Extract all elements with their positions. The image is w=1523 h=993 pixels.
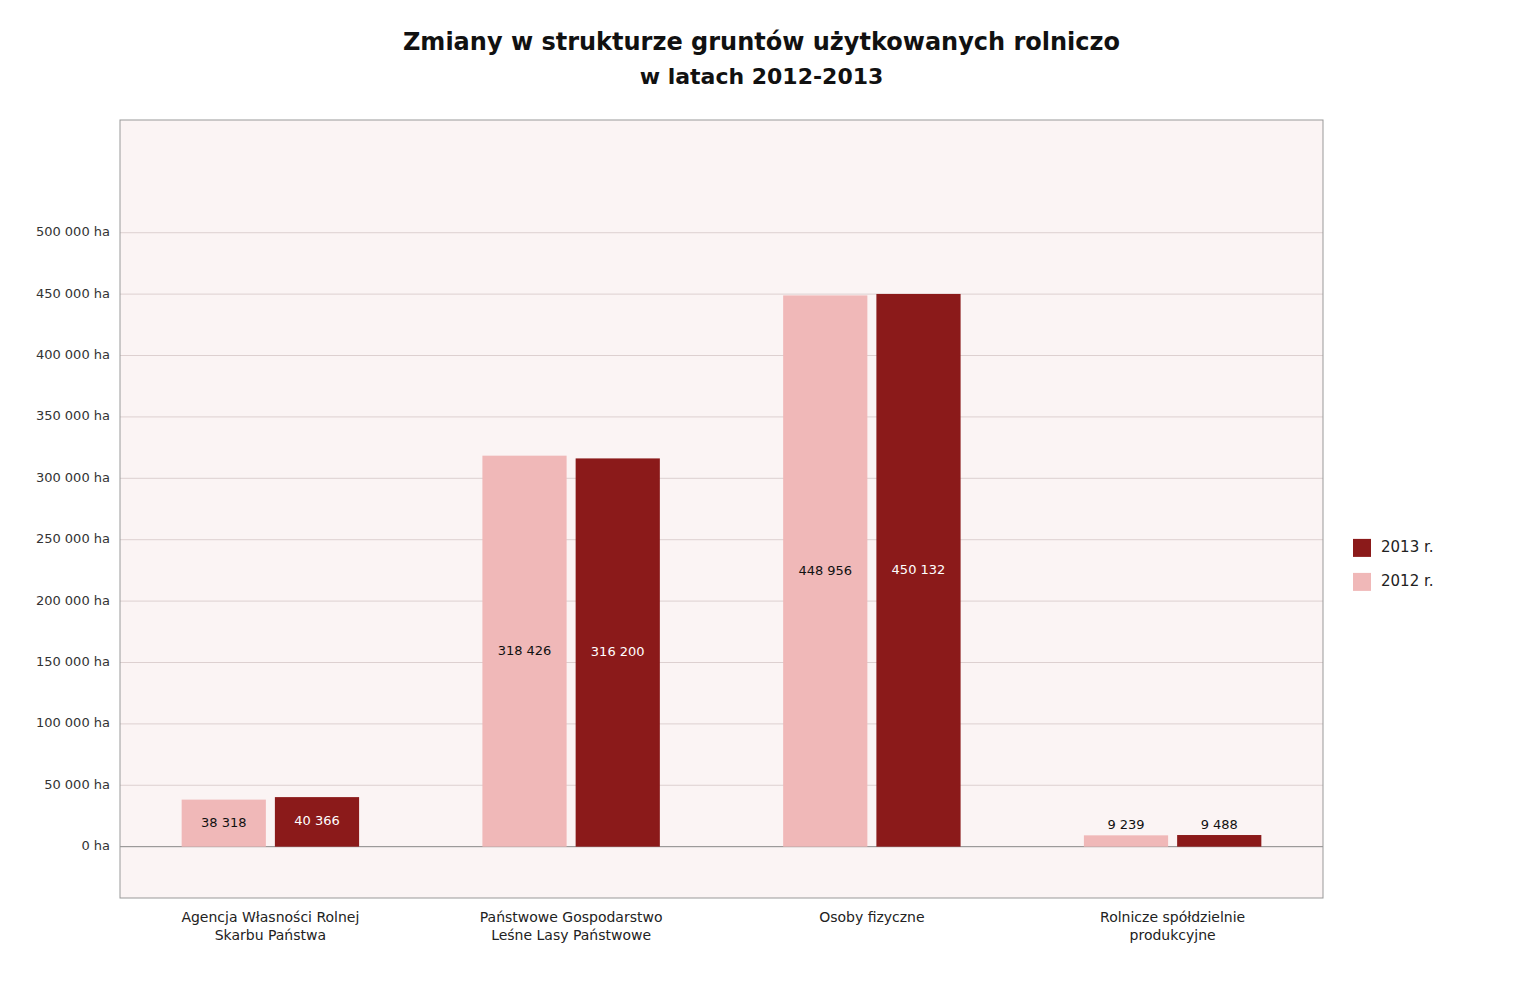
- bar: [576, 458, 660, 846]
- y-tick-label: 50 000 ha: [44, 777, 110, 792]
- y-tick-label: 200 000 ha: [36, 593, 110, 608]
- y-tick-label: 400 000 ha: [36, 347, 110, 362]
- x-tick-label: Państwowe Gospodarstwo Leśne Lasy Państwo…: [480, 909, 663, 943]
- title: Zmiany w strukturze gruntów użytkowanych…: [403, 28, 1120, 56]
- grid-line: [120, 785, 1323, 786]
- data-label: 40 366: [294, 813, 340, 828]
- y-tick-label: 0 ha: [81, 838, 110, 853]
- grid-line: [120, 355, 1323, 356]
- legend-label: 2012 r.: [1381, 572, 1434, 590]
- x-tick-label: Rolnicze spółdzielnie produkcyjne: [1100, 909, 1245, 943]
- y-tick-label: 250 000 ha: [36, 531, 110, 546]
- subtitle: w latach 2012-2013: [640, 64, 884, 89]
- data-label: 9 488: [1201, 817, 1238, 832]
- x-tick-label-line: Rolnicze spółdzielnie: [1100, 909, 1245, 925]
- data-labels: 38 318 40 366 318 426 316 200 448 956 450 132…: [201, 562, 1238, 832]
- x-tick-label-line: produkcyjne: [1130, 927, 1216, 943]
- y-tick-label: 450 000 ha: [36, 286, 110, 301]
- x-tick-label-line: Agencja Własności Rolnej: [181, 909, 359, 925]
- grid-line: [120, 662, 1323, 663]
- bar: [876, 294, 960, 847]
- grid-line: [120, 232, 1323, 233]
- grid-line: [120, 478, 1323, 479]
- y-tick-label: 100 000 ha: [36, 715, 110, 730]
- grid-line: [120, 601, 1323, 602]
- y-tick-label: 150 000 ha: [36, 654, 110, 669]
- y-tick-label: 300 000 ha: [36, 470, 110, 485]
- legend-swatch: [1353, 573, 1371, 591]
- bar: [783, 295, 867, 846]
- x-tick-label-line: Skarbu Państwa: [215, 927, 326, 943]
- data-label: 450 132: [892, 562, 946, 577]
- plot-background: [120, 120, 1323, 898]
- chart: Zmiany w strukturze gruntów użytkowanych…: [0, 0, 1523, 993]
- legend-swatch: [1353, 539, 1371, 557]
- bar: [482, 456, 566, 847]
- x-tick-label: Agencja Własności Rolnej Skarbu Państwa: [181, 909, 359, 943]
- grid-line: [120, 416, 1323, 417]
- y-tick-label: 500 000 ha: [36, 224, 110, 239]
- grid-line: [120, 539, 1323, 540]
- grid-line: [120, 294, 1323, 295]
- data-label: 316 200: [591, 644, 645, 659]
- bar: [1084, 835, 1168, 846]
- bars: [182, 294, 1262, 847]
- x-tick-label: Osoby fizyczne: [819, 909, 925, 925]
- plot-frame: [120, 120, 1323, 898]
- bar: [275, 797, 359, 847]
- y-tick-label: 350 000 ha: [36, 408, 110, 423]
- grid-line: [120, 723, 1323, 724]
- data-label: 38 318: [201, 815, 247, 830]
- data-label: 448 956: [798, 563, 852, 578]
- x-tick-label-line: Osoby fizyczne: [819, 909, 925, 925]
- legend: 2013 r. 2012 r.: [1353, 538, 1434, 591]
- legend-label: 2013 r.: [1381, 538, 1434, 556]
- data-label: 318 426: [498, 643, 552, 658]
- bar: [1177, 835, 1261, 847]
- bar: [182, 800, 266, 847]
- data-label: 9 239: [1107, 817, 1144, 832]
- x-tick-label-line: Państwowe Gospodarstwo: [480, 909, 663, 925]
- x-tick-label-line: Leśne Lasy Państwowe: [491, 927, 651, 943]
